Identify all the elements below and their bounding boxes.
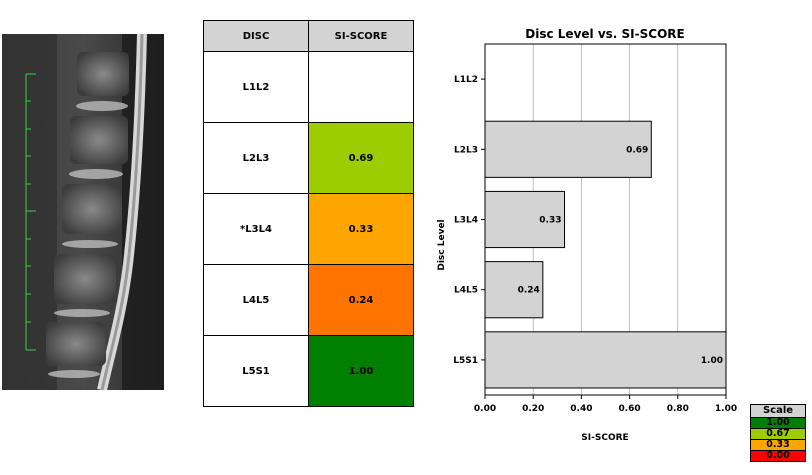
score-cell: 0.69 xyxy=(308,122,414,194)
table-row: L5S1 1.00 xyxy=(203,335,414,407)
disc-level-chart: Disc Level vs. SI-SCORE 0.69 0.33 0.24 1.00… xyxy=(437,27,737,443)
y-tick-label: L2L3 xyxy=(454,145,478,155)
y-tick-label: L4L5 xyxy=(454,286,478,296)
disc-cell: L1L2 xyxy=(203,51,309,123)
ruler-overlay xyxy=(25,73,36,351)
score-cell: 1.00 xyxy=(308,335,414,407)
y-tick-label: L3L4 xyxy=(454,216,478,226)
disc-cell: L4L5 xyxy=(203,264,309,336)
score-cell: 0.24 xyxy=(308,264,414,336)
x-tick-label: 0.20 xyxy=(522,404,544,414)
bar xyxy=(484,120,652,178)
vertebra-group xyxy=(46,52,129,366)
disc-cell: L2L3 xyxy=(203,122,309,194)
table-row: L2L3 0.69 xyxy=(203,122,414,194)
table-row: *L3L4 0.33 xyxy=(203,193,414,265)
y-tick-label: L5S1 xyxy=(453,356,478,366)
vertebra xyxy=(62,184,122,234)
x-tick-label: 0.00 xyxy=(474,404,496,414)
disc-score-table: DISC SI-SCORE L1L2 L2L3 0.69 *L3L4 0.33 L4L5 0… xyxy=(203,20,414,407)
table-row: L4L5 0.24 xyxy=(203,264,414,336)
scale-legend: Scale 1.00 0.67 0.33 0.00 xyxy=(750,404,806,462)
y-tick-label: L1L2 xyxy=(454,75,478,85)
x-tick-label: 1.00 xyxy=(715,404,737,414)
header-si-score: SI-SCORE xyxy=(308,20,414,52)
disc-cell: *L3L4 xyxy=(203,193,309,265)
chart-title: Disc Level vs. SI-SCORE xyxy=(525,27,684,41)
disc-cell: L5S1 xyxy=(203,335,309,407)
bar xyxy=(484,261,544,319)
bar xyxy=(484,190,566,249)
scale-title: Scale xyxy=(750,404,806,418)
x-tick-label: 0.40 xyxy=(570,404,592,414)
y-axis-label: Disc Level xyxy=(437,219,447,270)
score-cell: 0.33 xyxy=(308,193,414,265)
vertebra xyxy=(77,52,129,96)
scale-item: 0.67 xyxy=(750,428,806,440)
score-cell xyxy=(308,51,414,123)
table-row: L1L2 xyxy=(203,51,414,123)
bar-value-label: 0.33 xyxy=(539,216,561,226)
bar-value-label: 0.69 xyxy=(626,145,648,155)
scale-item: 1.00 xyxy=(750,417,806,429)
vertebra xyxy=(70,116,128,164)
x-axis-label: SI-SCORE xyxy=(581,433,628,443)
scale-item: 0.00 xyxy=(750,450,806,462)
x-tick-label: 0.80 xyxy=(667,404,689,414)
bar-value-label: 1.00 xyxy=(701,356,723,366)
vertebra xyxy=(54,254,116,304)
plot-frame xyxy=(484,43,727,396)
x-tick-label: 0.60 xyxy=(618,404,640,414)
bar xyxy=(484,331,727,389)
mri-image xyxy=(2,34,164,390)
table-header-row: DISC SI-SCORE xyxy=(203,20,414,52)
scale-item: 0.33 xyxy=(750,439,806,451)
bar-value-label: 0.24 xyxy=(518,286,540,296)
header-disc: DISC xyxy=(203,20,309,52)
vertebra xyxy=(46,322,106,366)
